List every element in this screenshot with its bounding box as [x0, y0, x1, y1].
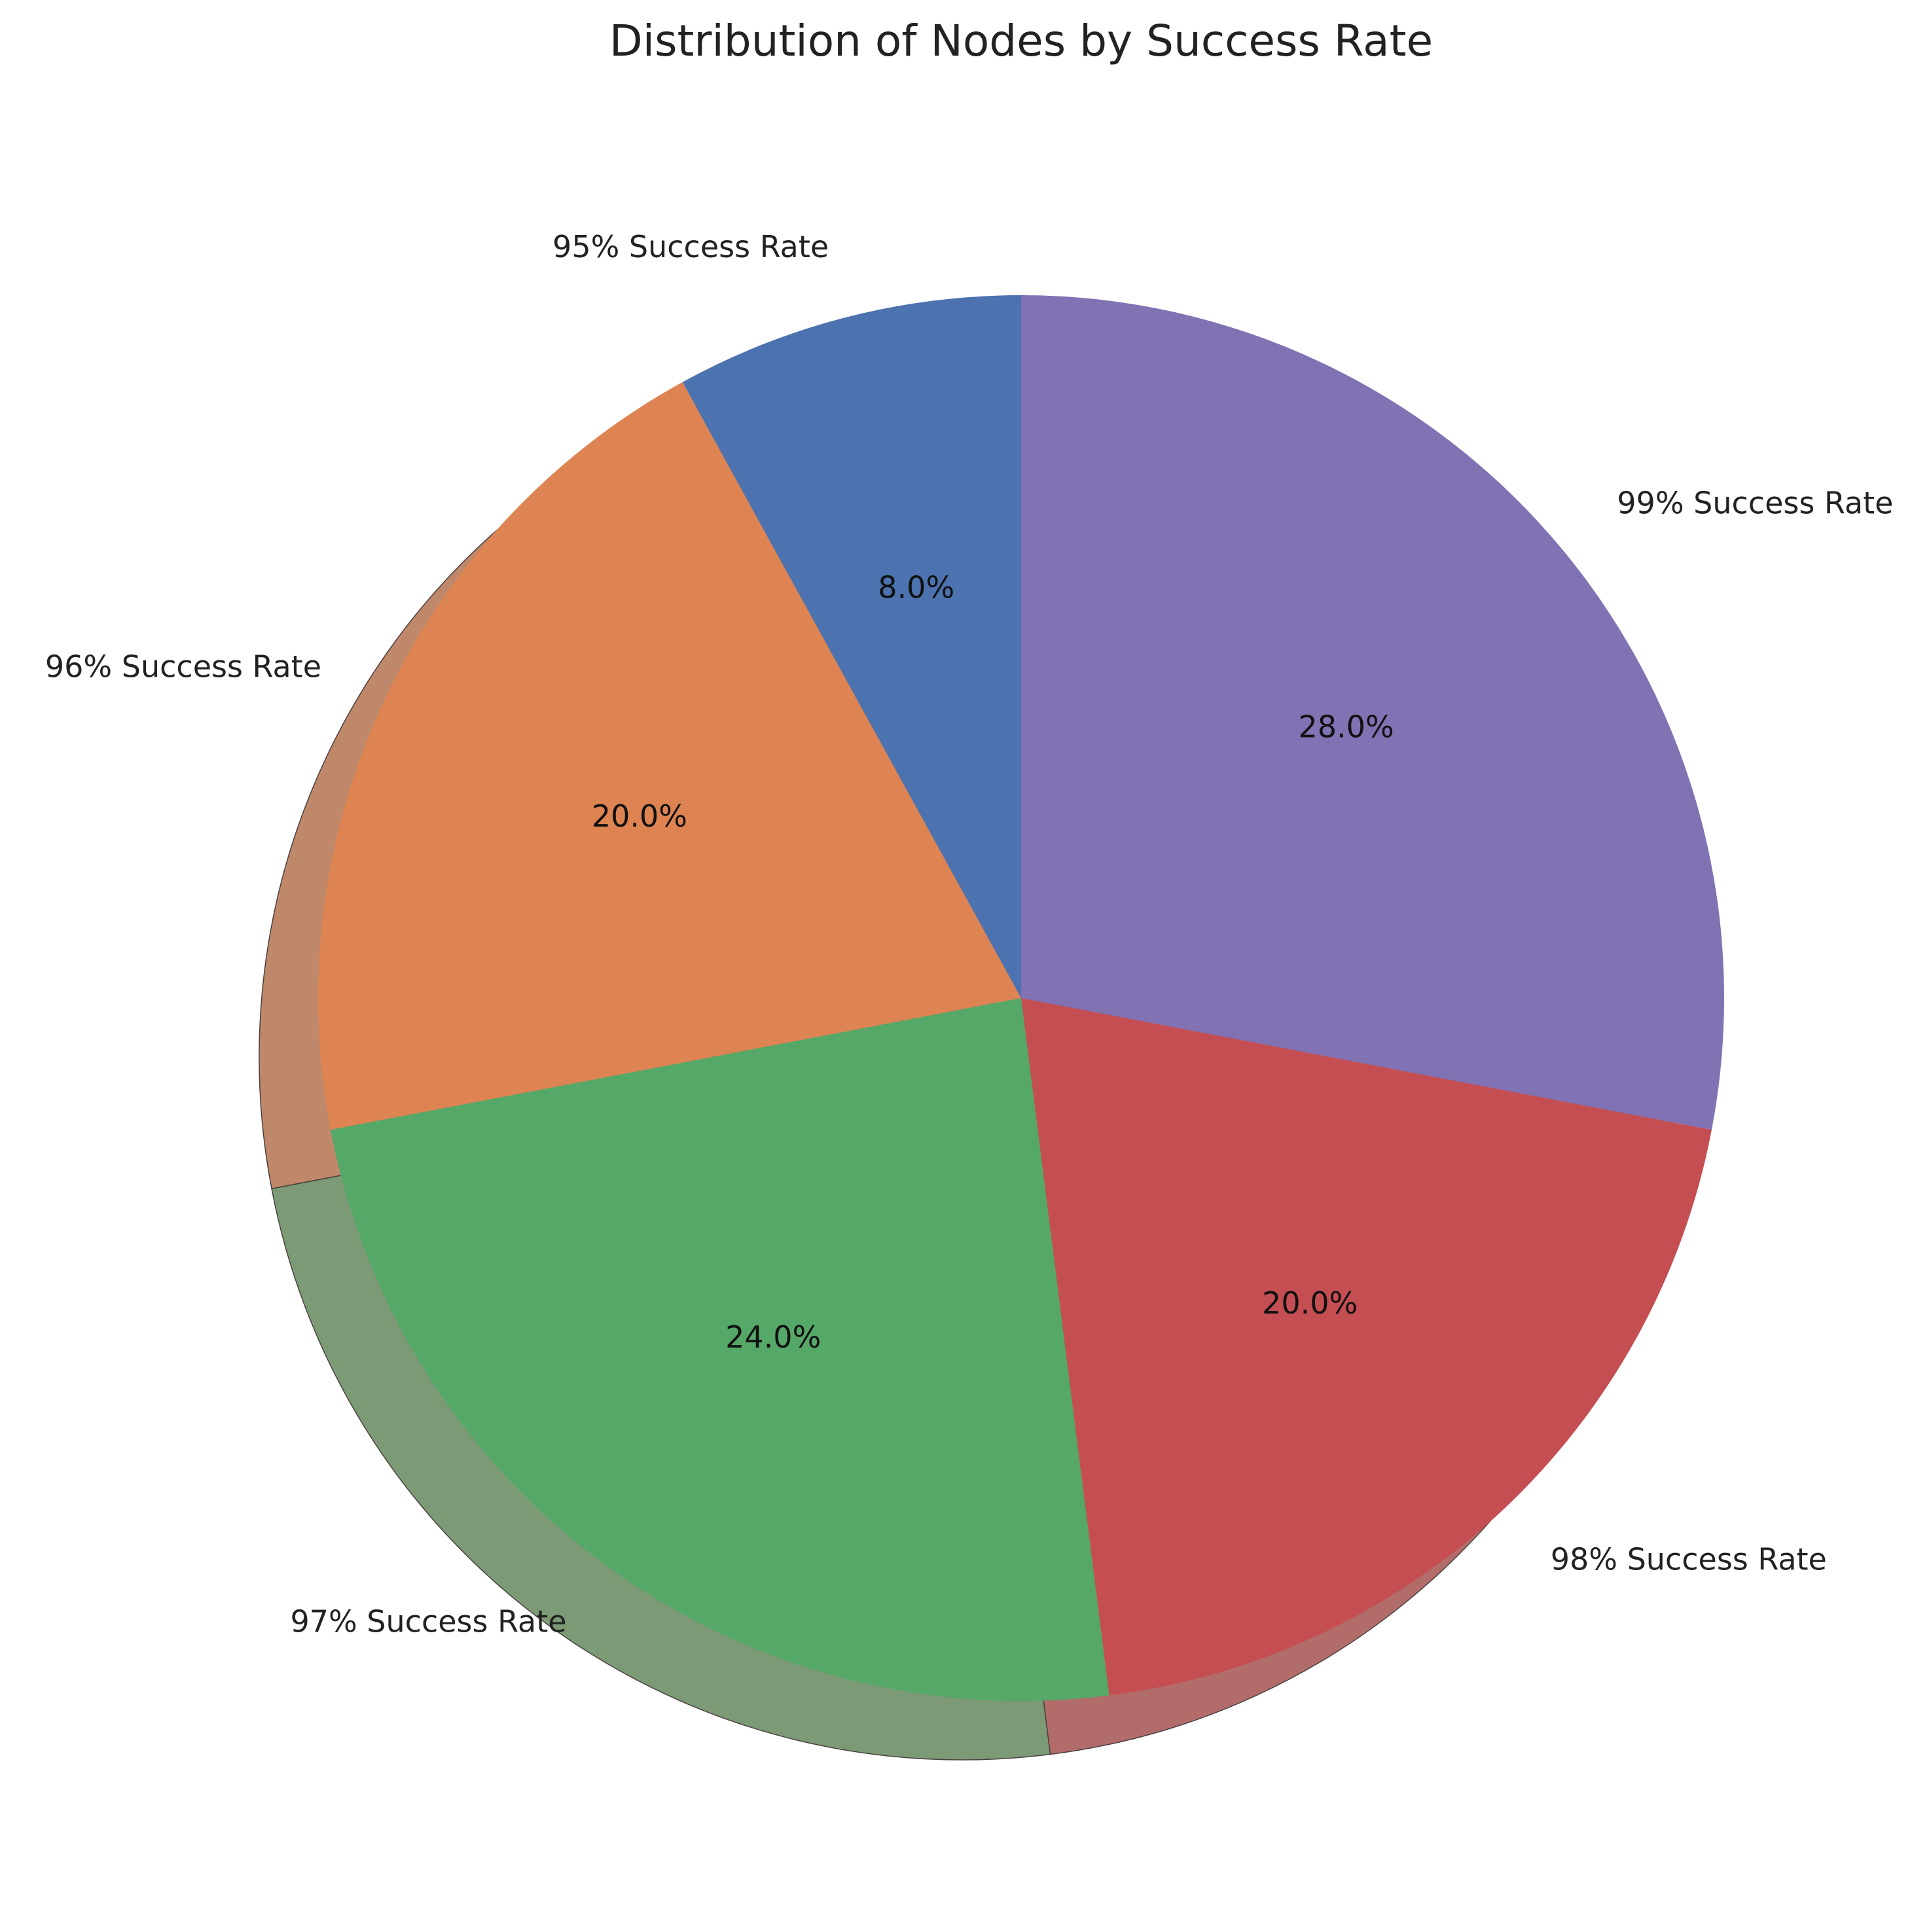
slice-96-success-rate — [317, 382, 1021, 1130]
slice-95-success-rate — [682, 295, 1021, 998]
slice-99-success-rate — [1021, 295, 1725, 1130]
label-97-success-rate: 97% Success Rate — [290, 1603, 566, 1639]
label-98-success-rate: 98% Success Rate — [1551, 1542, 1827, 1577]
pct-label-97-success-rate: 24.0% — [725, 1319, 821, 1355]
slice-layer — [317, 295, 1725, 1701]
label-layer: 95% Success Rate 8.0% 96% Success Rate 20.0… — [45, 229, 1894, 1639]
pct-label-96-success-rate: 20.0% — [592, 798, 687, 834]
slice-97-success-rate — [331, 998, 1110, 1701]
label-99-success-rate: 99% Success Rate — [1617, 485, 1893, 520]
slice-98-success-rate — [1021, 998, 1712, 1696]
pct-label-99-success-rate: 28.0% — [1298, 709, 1394, 745]
label-96-success-rate: 96% Success Rate — [45, 649, 321, 684]
label-95-success-rate: 95% Success Rate — [552, 229, 829, 264]
pct-label-98-success-rate: 20.0% — [1262, 1285, 1358, 1321]
chart-title: Distribution of Nodes by Success Rate — [609, 16, 1433, 66]
pct-label-95-success-rate: 8.0% — [878, 569, 954, 605]
